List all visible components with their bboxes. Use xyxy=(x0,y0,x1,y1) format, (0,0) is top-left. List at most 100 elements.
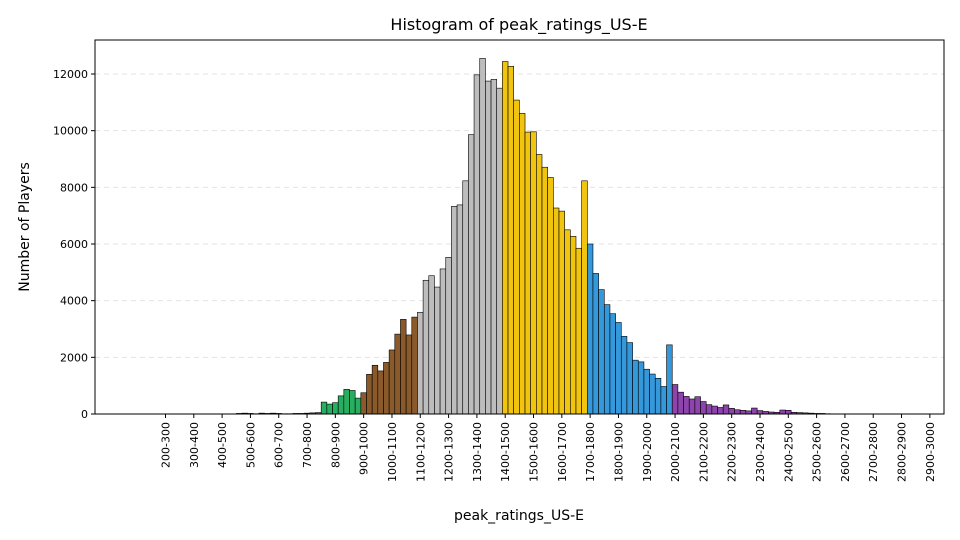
histogram-bar xyxy=(581,180,588,415)
x-tick-label: 2200-2300 xyxy=(726,422,739,482)
histogram-bar xyxy=(598,289,605,415)
x-tick-label: 2000-2100 xyxy=(669,422,682,482)
x-tick-label: 1700-1800 xyxy=(584,422,597,482)
histogram-bar xyxy=(473,74,481,415)
x-tick-label: 400-500 xyxy=(216,422,229,468)
histogram-bar xyxy=(700,401,707,415)
histogram-bar xyxy=(411,316,418,415)
histogram-bar xyxy=(417,311,424,415)
histogram-bar xyxy=(654,377,662,415)
histogram-bar xyxy=(496,87,503,415)
histogram-bar xyxy=(428,275,435,415)
x-tick-label: 1900-2000 xyxy=(641,422,654,482)
histogram-bar xyxy=(371,364,379,415)
histogram-bar xyxy=(643,368,650,415)
histogram-bar xyxy=(711,405,718,415)
histogram-bar xyxy=(337,395,345,415)
histogram-bar xyxy=(400,319,407,415)
histogram-bar xyxy=(541,166,548,415)
histogram-bar xyxy=(439,268,447,415)
y-axis-label: Number of Players xyxy=(17,162,33,292)
histogram-bar xyxy=(507,66,514,415)
x-tick-label: 900-1000 xyxy=(358,422,371,475)
x-tick-label: 1600-1700 xyxy=(556,422,569,482)
histogram-bar xyxy=(360,392,367,415)
plot-frame xyxy=(94,39,945,415)
x-axis-label: peak_ratings_US-E xyxy=(454,508,584,524)
y-tick-label: 10000 xyxy=(53,125,88,138)
histogram-bar xyxy=(513,99,520,415)
histogram-bar xyxy=(349,390,356,415)
x-axis: 200-300 300-400 400-500 500-600 600-700 700-8… xyxy=(159,414,937,482)
histogram-bar xyxy=(688,398,696,415)
histogram-bar xyxy=(405,334,413,415)
y-tick-label: 8000 xyxy=(60,181,88,194)
histogram-bar xyxy=(524,131,531,415)
y-axis: 0 2000 4000 6000 8000 10000 12000 xyxy=(53,68,95,421)
x-tick-label: 1500-1600 xyxy=(528,422,541,482)
histogram-bar xyxy=(536,154,543,415)
histogram-bar xyxy=(779,409,786,415)
histogram-bar xyxy=(326,403,333,415)
histogram-bar xyxy=(451,206,458,415)
x-tick-label: 1400-1500 xyxy=(499,422,512,482)
histogram-bar xyxy=(728,408,735,415)
histogram-bar xyxy=(603,304,611,415)
x-tick-label: 2500-2600 xyxy=(811,422,824,482)
histogram-bar xyxy=(519,113,526,415)
histogram-bar xyxy=(377,370,384,415)
histogram-bar xyxy=(666,344,673,415)
histogram-bar xyxy=(734,409,741,415)
bars-group xyxy=(235,58,832,415)
histogram-bar xyxy=(490,79,498,415)
histogram-bar xyxy=(575,247,582,415)
histogram-bar xyxy=(637,361,645,415)
histogram-bar xyxy=(615,322,622,415)
x-tick-label: 1000-1100 xyxy=(386,422,399,482)
histogram-bar xyxy=(751,407,758,415)
histogram-bar xyxy=(620,336,628,415)
histogram-bar xyxy=(394,333,401,415)
histogram-bar xyxy=(320,401,328,415)
y-tick-label: 0 xyxy=(81,408,88,421)
histogram-bar xyxy=(530,131,537,415)
x-tick-label: 2400-2500 xyxy=(782,422,795,482)
histogram-bar xyxy=(354,397,362,415)
histogram-bar xyxy=(756,410,764,415)
histogram-bar xyxy=(632,359,639,415)
x-tick-label: 500-600 xyxy=(244,422,257,468)
x-tick-label: 1300-1400 xyxy=(471,422,484,482)
histogram-bar xyxy=(462,180,469,415)
x-tick-label: 600-700 xyxy=(273,422,286,468)
histogram-bar xyxy=(649,373,656,415)
histogram-bar xyxy=(677,391,684,415)
y-tick-label: 2000 xyxy=(60,351,88,364)
histogram-bar xyxy=(485,80,492,415)
y-tick-label: 6000 xyxy=(60,238,88,251)
histogram-bar xyxy=(553,207,560,415)
histogram-bar xyxy=(683,396,690,415)
histogram-bar xyxy=(717,407,724,415)
x-tick-label: 1200-1300 xyxy=(443,422,456,482)
x-tick-label: 700-800 xyxy=(301,422,314,468)
x-tick-label: 800-900 xyxy=(329,422,342,468)
histogram-bar xyxy=(609,313,616,415)
histogram-bar xyxy=(332,402,339,415)
histogram-bar xyxy=(366,374,373,415)
histogram-bar xyxy=(586,243,594,415)
x-tick-label: 300-400 xyxy=(188,422,201,468)
histogram-bar xyxy=(739,410,747,415)
histogram-bar xyxy=(558,210,565,415)
histogram-bar xyxy=(383,362,390,415)
histogram-bar xyxy=(626,342,633,415)
x-tick-label: 1800-1900 xyxy=(612,422,625,482)
histogram-bar xyxy=(456,204,464,415)
x-tick-label: 2900-3000 xyxy=(924,422,937,482)
x-tick-label: 1100-1200 xyxy=(414,422,427,482)
histogram-bar xyxy=(468,134,475,415)
y-tick-label: 4000 xyxy=(60,295,88,308)
y-tick-label: 12000 xyxy=(53,68,88,81)
histogram-bar xyxy=(671,384,679,415)
histogram-bar xyxy=(434,286,441,415)
